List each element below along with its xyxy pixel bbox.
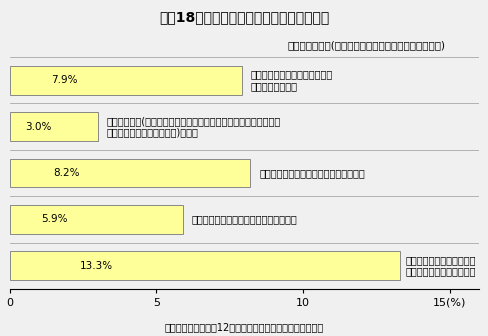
Bar — [10, 159, 250, 187]
Text: 7.9%: 7.9% — [51, 75, 78, 85]
Bar — [10, 112, 98, 141]
Text: 8.2%: 8.2% — [53, 168, 80, 178]
Text: 5.9%: 5.9% — [41, 214, 67, 224]
Text: 13.3%: 13.3% — [80, 261, 113, 271]
Text: 女性の活用のための計画、指針等の策定: 女性の活用のための計画、指針等の策定 — [259, 168, 364, 178]
Text: 3.0%: 3.0% — [25, 122, 52, 132]
Bar — [10, 66, 241, 95]
Text: （複数回答可）(「行っている」と回答した企業数割合): （複数回答可）(「行っている」と回答した企業数割合) — [287, 40, 445, 50]
Text: 女性の意見・考え方を把握
し、反映する仕組みの整備: 女性の意見・考え方を把握 し、反映する仕組みの整備 — [405, 255, 475, 277]
Text: メンター制度(女性の管理職登用を進めるため、女性幹部候補生に
指導、助言役を充てる制度)の導入: メンター制度(女性の管理職登用を進めるため、女性幹部候補生に 指導、助言役を充て… — [106, 116, 280, 137]
Bar — [10, 205, 183, 234]
Text: 資料18　推進体制の整備内容別企業数割合: 資料18 推進体制の整備内容別企業数割合 — [159, 10, 329, 24]
Text: 女性の活用を推進する担当部局
又は担当者を設置: 女性の活用を推進する担当部局 又は担当者を設置 — [250, 70, 332, 91]
Bar — [10, 251, 399, 280]
Text: 資料：人事院「平成12年民間企業の勤務条件制度等調査」: 資料：人事院「平成12年民間企業の勤務条件制度等調査」 — [164, 323, 324, 333]
Text: 女性の活用に関する具体的な目標の設定: 女性の活用に関する具体的な目標の設定 — [191, 214, 297, 224]
